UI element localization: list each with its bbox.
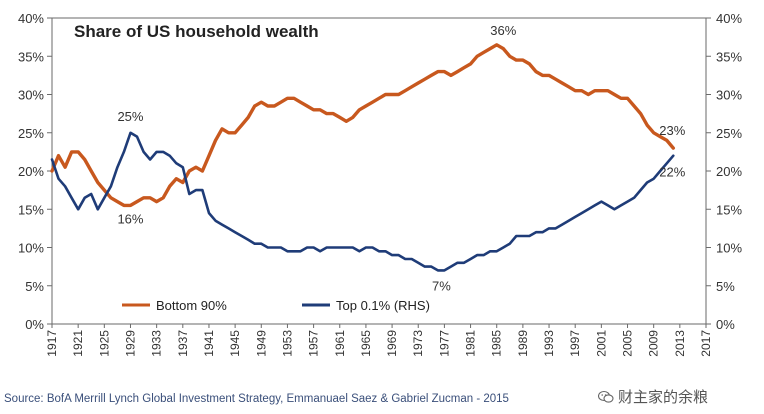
y-tick-label-right: 25% — [716, 126, 742, 141]
x-axis: 1917 1921 1925 1929 1933 1937 1941 1945 1949 1953… — [45, 324, 713, 357]
y-tick-label-left: 0% — [25, 317, 44, 332]
left-y-axis: 0% 5% 10% 15% 20% 25% 30% 35% 40% — [18, 11, 52, 332]
annotation-label: 22% — [659, 165, 685, 180]
y-tick-label-right: 5% — [716, 279, 735, 294]
wechat-icon — [597, 390, 614, 408]
x-tick-label: 2005 — [621, 330, 635, 357]
series-line-top-0-1 — [50, 131, 675, 272]
x-tick-label: 1989 — [516, 330, 530, 357]
annotation-label: 36% — [490, 23, 516, 38]
y-tick-label-right: 15% — [716, 202, 742, 217]
series-line-bottom-90 — [50, 43, 675, 208]
chart-title: Share of US household wealth — [74, 22, 319, 41]
x-tick-label: 1985 — [490, 330, 504, 357]
right-y-axis: 0% 5% 10% 15% 20% 25% 30% 35% 40% — [706, 11, 742, 332]
x-tick-label: 1993 — [542, 330, 556, 357]
x-tick-label: 2013 — [673, 330, 687, 357]
y-tick-label-right: 30% — [716, 88, 742, 103]
x-tick-label: 1949 — [254, 330, 268, 357]
x-tick-label: 1953 — [280, 330, 294, 357]
x-tick-label: 1997 — [568, 330, 582, 357]
x-tick-label: 1917 — [45, 330, 59, 357]
y-tick-label-left: 20% — [18, 164, 44, 179]
legend-label: Top 0.1% (RHS) — [336, 298, 430, 313]
x-tick-label: 1969 — [385, 330, 399, 357]
x-tick-label: 1973 — [411, 330, 425, 357]
y-tick-label-right: 20% — [716, 164, 742, 179]
y-tick-label-left: 10% — [18, 241, 44, 256]
annotation-label: 7% — [432, 278, 451, 293]
x-tick-label: 1921 — [71, 330, 85, 357]
y-tick-label-left: 30% — [18, 88, 44, 103]
x-tick-label: 1961 — [333, 330, 347, 357]
plot-frame — [51, 17, 707, 325]
y-tick-label-right: 10% — [716, 241, 742, 256]
x-tick-label: 2017 — [699, 330, 713, 357]
series-lines — [50, 43, 675, 272]
y-tick-label-right: 0% — [716, 317, 735, 332]
x-tick-label: 1965 — [359, 330, 373, 357]
x-tick-label: 2001 — [594, 330, 608, 357]
legend-label: Bottom 90% — [156, 298, 227, 313]
x-tick-label: 1945 — [228, 330, 242, 357]
y-tick-label-left: 35% — [18, 49, 44, 64]
x-tick-label: 1929 — [123, 330, 137, 357]
annotation-label: 23% — [659, 123, 685, 138]
y-tick-label-right: 35% — [716, 49, 742, 64]
annotation-label: 16% — [117, 211, 143, 226]
y-tick-label-left: 40% — [18, 11, 44, 26]
annotations: 25% 16% 36% 7% 23% 22% — [117, 23, 685, 294]
x-tick-label: 1933 — [150, 330, 164, 357]
x-tick-label: 1977 — [437, 330, 451, 357]
y-tick-label-right: 40% — [716, 11, 742, 26]
x-tick-label: 1937 — [176, 330, 190, 357]
x-tick-label: 1957 — [307, 330, 321, 357]
watermark: 财主家的余粮 — [597, 386, 709, 408]
legend: Bottom 90% Top 0.1% (RHS) — [122, 298, 430, 313]
x-tick-label: 1941 — [202, 330, 216, 357]
source-note: Source: BofA Merrill Lynch Global Invest… — [4, 393, 509, 405]
x-tick-label: 2009 — [647, 330, 661, 357]
watermark-text: 财主家的余粮 — [618, 388, 709, 406]
annotation-label: 25% — [117, 109, 143, 124]
x-tick-label: 1925 — [97, 330, 111, 357]
x-tick-label: 1981 — [464, 330, 478, 357]
y-tick-label-left: 15% — [18, 202, 44, 217]
y-tick-label-left: 25% — [18, 126, 44, 141]
y-tick-label-left: 5% — [25, 279, 44, 294]
